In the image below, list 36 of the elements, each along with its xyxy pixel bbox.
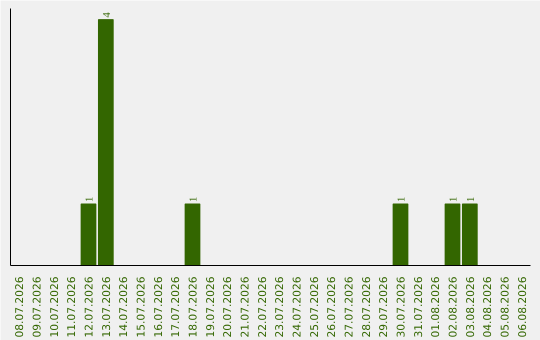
x-tick-label: 16.07.2026 [152,276,165,338]
x-tick-label: 24.07.2026 [290,276,304,338]
x-tick-label: 30.07.2026 [394,276,408,338]
data-label: 1 [396,196,408,202]
x-tick-label: 20.07.2026 [221,276,234,338]
x-tick-label: 01.08.2026 [429,276,442,338]
data-label: 1 [448,196,460,202]
x-tick-label: 04.08.2026 [481,276,494,338]
x-tick-label: 19.07.2026 [204,276,217,338]
x-tick-label: 22.07.2026 [256,276,269,338]
x-tick-label: 15.07.2026 [134,276,148,338]
x-tick-label: 10.07.2026 [48,276,61,338]
x-tick-label: 08.07.2026 [13,276,26,338]
x-tick-label: 13.07.2026 [100,276,113,338]
x-tick-label: 03.08.2026 [464,276,477,338]
x-tick-label: 25.07.2026 [308,276,321,338]
x-tick-label: 31.07.2026 [412,276,425,338]
x-tick-label: 21.07.2026 [238,276,252,338]
data-label: 1 [188,196,200,202]
x-tick-label: 28.07.2026 [360,276,373,338]
x-tick-label: 17.07.2026 [169,276,182,338]
x-tick-label: 27.07.2026 [342,276,356,338]
x-tick-label: 02.08.2026 [446,276,460,338]
x-tick-label: 09.07.2026 [30,276,44,338]
x-tick-label: 29.07.2026 [377,276,390,338]
x-tick-label: 05.08.2026 [498,276,512,338]
x-tick-label: 18.07.2026 [186,276,200,338]
x-tick-label: 14.07.2026 [117,276,130,338]
data-label: 4 [102,12,113,18]
x-tick-label: 11.07.2026 [65,276,78,338]
x-tick-label: 12.07.2026 [82,276,96,338]
data-label: 1 [84,196,96,202]
x-tick-label: 06.08.2026 [516,276,529,338]
x-tick-label: 23.07.2026 [273,276,286,338]
x-tick-label: 26.07.2026 [325,276,338,338]
data-label: 1 [466,196,477,202]
